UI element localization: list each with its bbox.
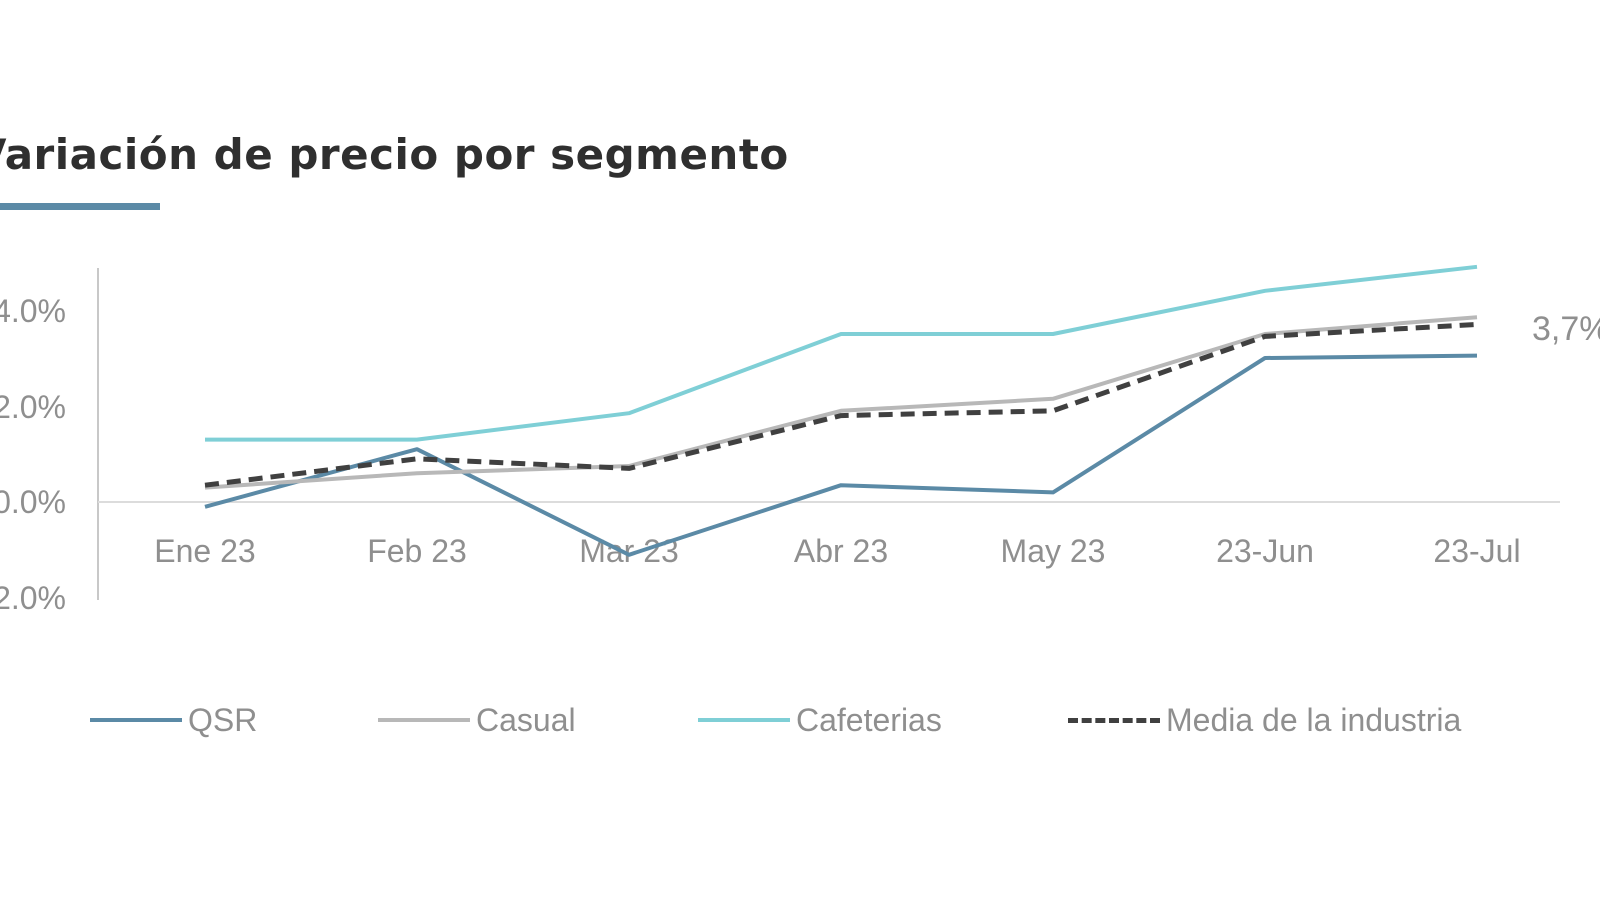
legend-label: Casual <box>476 701 576 738</box>
legend-swatch-media-industria <box>1068 717 1160 723</box>
legend-label: QSR <box>188 701 258 738</box>
end-value-label: 3,7% <box>1532 310 1600 348</box>
x-tick-label: 23-Jun <box>1216 533 1314 569</box>
x-tick-label: Ene 23 <box>154 533 255 569</box>
legend-item-qsr: QSR <box>90 698 257 742</box>
y-tick-label: 4.0% <box>0 293 66 329</box>
series-layer <box>204 264 1478 557</box>
x-tick-label: Abr 23 <box>794 533 888 569</box>
chart-title: Variación de precio por segmento <box>0 130 789 179</box>
series-line-media-de-la-industria <box>204 321 1478 488</box>
legend: QSR Casual Cafeterias Media de la indust… <box>0 698 1600 742</box>
y-tick-label: 2.0% <box>0 389 66 425</box>
x-tick-label: May 23 <box>1001 533 1106 569</box>
series-line-casual <box>204 315 1478 490</box>
legend-label: Media de la industria <box>1166 701 1462 738</box>
legend-item-cafeterias: Cafeterias <box>698 698 942 742</box>
title-underline <box>0 203 160 210</box>
legend-item-media-industria: Media de la industria <box>1068 698 1461 742</box>
y-tick-label: -2.0% <box>0 580 66 616</box>
legend-swatch-casual <box>378 718 470 722</box>
legend-swatch-cafeterias <box>698 718 790 722</box>
legend-swatch-qsr <box>90 718 182 722</box>
y-tick-label: 0.0% <box>0 484 66 520</box>
x-tick-label: 23-Jul <box>1433 533 1520 569</box>
legend-label: Cafeterias <box>796 701 942 738</box>
series-line-qsr <box>204 353 1478 557</box>
series-line-cafeterias <box>205 264 1478 442</box>
legend-item-casual: Casual <box>378 698 576 742</box>
x-tick-label: Feb 23 <box>367 533 467 569</box>
